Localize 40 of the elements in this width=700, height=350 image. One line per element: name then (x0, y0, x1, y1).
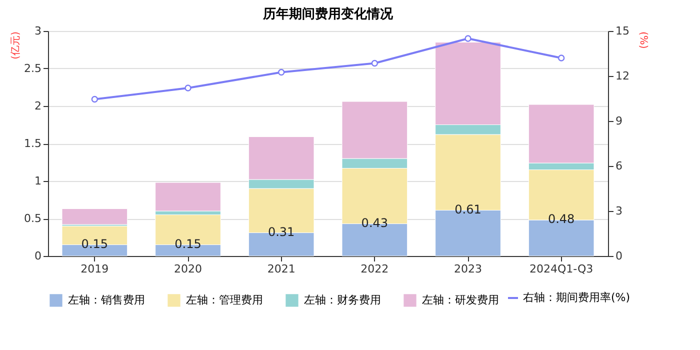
point (371, 60, 378, 67)
point (278, 68, 285, 76)
y-tick-label: 0 (34, 250, 42, 262)
y-tick-label: 3 (34, 24, 42, 38)
x-tick-label: 2024Q1-Q3 (529, 262, 594, 276)
y-tick-label: 1.5 (24, 137, 42, 150)
x-tick-label: 2020 (174, 262, 202, 276)
x-tick-label: 2021 (267, 262, 296, 276)
legend-label: 右轴：期间费用率(%) (523, 291, 630, 304)
legend-label: 左轴：销售费用 (68, 293, 145, 306)
x-tick-label: 2023 (454, 262, 482, 276)
bar (155, 182, 221, 212)
y2-tick-label: 12 (616, 70, 630, 82)
y2-tick-label: 3 (616, 204, 622, 218)
chart-title: 历年期间费用变化情况 (262, 6, 394, 22)
y-tick-label: 0.5 (24, 212, 42, 225)
data-label: 0.15 (81, 236, 108, 251)
data-label: 0.31 (268, 224, 295, 239)
y-tick-label: 1 (34, 174, 42, 188)
legend-label: 左轴：管理费用 (186, 293, 263, 306)
legend-label: 左轴：财务费用 (304, 293, 381, 306)
data-label: 0.48 (548, 212, 575, 226)
data-label: 0.43 (361, 216, 388, 230)
point (558, 54, 565, 62)
point (184, 84, 192, 92)
y2-tick-label: 0 (616, 250, 622, 262)
x-tick-label: 2022 (360, 262, 389, 276)
point (91, 96, 98, 103)
y2-tick-label: 6 (616, 160, 622, 172)
y-axis-title: (亿元) (10, 31, 22, 60)
x-tick-label: 2019 (80, 262, 109, 276)
y-tick-label: 2.5 (24, 62, 42, 75)
y2-axis-title: (%) (638, 32, 648, 49)
legend-label: 左轴：研发费用 (422, 293, 499, 306)
y-tick-label: 2 (34, 100, 42, 112)
y2-tick-label: 9 (616, 114, 622, 128)
data-label: 0.15 (174, 236, 202, 251)
data-label: 0.61 (454, 202, 482, 216)
y2-tick-label: 15 (616, 24, 630, 38)
point (464, 35, 472, 42)
